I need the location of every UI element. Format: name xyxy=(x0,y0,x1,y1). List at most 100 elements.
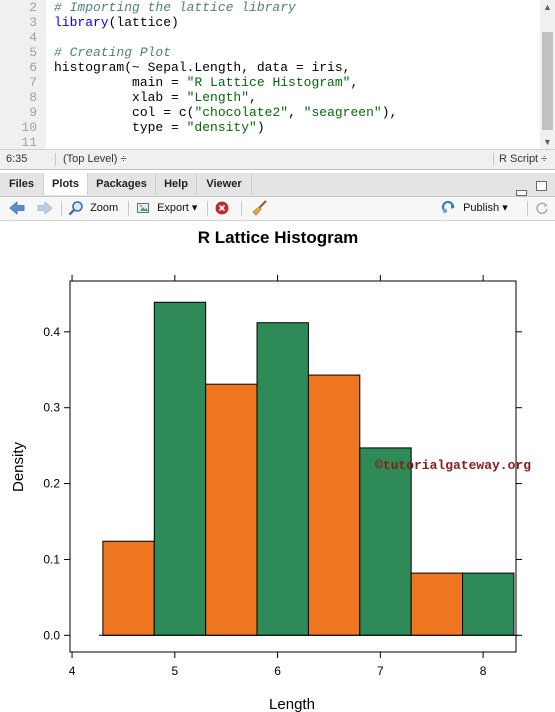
histogram-bar xyxy=(205,383,258,636)
code-line[interactable]: 5 # Creating Plot xyxy=(0,45,540,60)
code-line[interactable]: 7 main = "R Lattice Histogram", xyxy=(0,75,540,90)
code-token: "R Lattice Histogram" xyxy=(186,75,351,90)
chart-axes: 4 5 6 7 8 0.0 0.1 0.2 0.3 0.4 xyxy=(43,275,522,678)
line-number: 2 xyxy=(29,0,37,15)
code-token: "seagreen" xyxy=(303,105,382,120)
code-token: # Creating Plot xyxy=(54,45,172,60)
zoom-button[interactable]: Zoom xyxy=(68,197,118,220)
line-number: 3 xyxy=(29,15,37,30)
histogram-bars xyxy=(102,301,515,636)
line-number-gutter xyxy=(0,0,46,149)
cursor-position: 6:35 xyxy=(6,153,28,165)
tab-viewer[interactable]: Viewer xyxy=(197,173,252,195)
scrollbar-thumb[interactable] xyxy=(542,32,553,130)
line-number: 8 xyxy=(29,90,37,105)
code-line[interactable]: 2 # Importing the lattice library xyxy=(0,0,540,15)
maximize-pane-icon[interactable] xyxy=(536,181,547,191)
code-token: xlab = xyxy=(54,90,187,105)
code-editor[interactable]: 2 # Importing the lattice library 3 library… xyxy=(0,0,555,149)
zoom-label: Zoom xyxy=(90,202,119,214)
toolbar-divider xyxy=(61,201,62,216)
code-token: , xyxy=(350,75,359,90)
tab-help[interactable]: Help xyxy=(156,173,197,195)
code-text: # Importing the lattice library xyxy=(54,0,296,15)
toolbar-divider xyxy=(207,201,208,216)
publish-menu-button[interactable]: Publish ▾ xyxy=(441,197,508,220)
export-label: Export ▾ xyxy=(157,202,198,214)
editor-status-bar: 6:35 (Top Level) ÷ R Script ÷ xyxy=(0,149,555,170)
code-text: histogram(~ Sepal.Length, data = iris, xyxy=(54,60,350,75)
minimize-pane-icon[interactable] xyxy=(515,190,527,196)
code-text: library(lattice) xyxy=(54,15,179,30)
histogram-bar xyxy=(307,374,361,636)
x-tick-label: 6 xyxy=(274,664,281,678)
y-tick-label: 0.0 xyxy=(43,628,60,642)
x-tick-label: 8 xyxy=(480,664,487,678)
code-token: , xyxy=(249,90,257,105)
zoom-icon xyxy=(68,201,87,216)
y-tick-label: 0.1 xyxy=(43,552,60,566)
forward-arrow-icon[interactable] xyxy=(36,197,54,220)
scroll-up-icon[interactable]: ▲ xyxy=(543,2,552,12)
code-line[interactable]: 9 col = c("chocolate2", "seagreen"), xyxy=(0,105,540,120)
line-number: 5 xyxy=(29,45,37,60)
code-line[interactable]: 3 library(lattice) xyxy=(0,15,540,30)
line-number: 11 xyxy=(21,135,37,149)
code-line[interactable]: 11 xyxy=(0,135,540,149)
plot-panel-frame xyxy=(69,280,517,653)
code-token: col = c( xyxy=(54,105,195,120)
tab-files[interactable]: Files xyxy=(0,173,44,195)
x-tick-label: 5 xyxy=(171,664,178,678)
tab-packages[interactable]: Packages xyxy=(88,173,156,195)
toolbar-divider xyxy=(128,201,129,216)
editor-vertical-scrollbar[interactable]: ▲ ▼ xyxy=(540,0,555,149)
code-line[interactable]: 8 xlab = "Length", xyxy=(0,90,540,105)
y-axis-label: Density xyxy=(10,441,27,492)
scroll-down-icon[interactable]: ▼ xyxy=(543,137,552,147)
x-tick-label: 7 xyxy=(377,664,384,678)
code-line[interactable]: 4 xyxy=(0,30,540,45)
tab-plots[interactable]: Plots xyxy=(44,173,88,195)
line-number: 4 xyxy=(29,30,37,45)
pane-tab-bar: Files Plots Packages Help Viewer xyxy=(0,173,555,197)
remove-plot-button[interactable] xyxy=(215,197,229,220)
back-arrow-icon[interactable] xyxy=(8,197,26,220)
code-token: type = xyxy=(54,120,187,135)
export-menu-button[interactable]: Export ▾ xyxy=(136,197,197,220)
refresh-icon xyxy=(536,202,548,215)
file-type-selector[interactable]: R Script ÷ xyxy=(499,153,548,165)
watermark-text: ©tutorialgateway.org xyxy=(375,458,531,473)
scope-selector[interactable]: (Top Level) ÷ xyxy=(63,153,127,165)
code-text: col = c("chocolate2", "seagreen"), xyxy=(54,105,397,120)
publish-icon xyxy=(441,201,460,214)
code-token: library xyxy=(54,15,109,30)
broom-icon xyxy=(252,200,267,216)
line-number: 10 xyxy=(21,120,37,135)
clear-all-plots-button[interactable] xyxy=(251,197,269,220)
code-token: (lattice) xyxy=(108,15,179,30)
histogram-bar xyxy=(153,301,207,636)
code-line[interactable]: 6 histogram(~ Sepal.Length, data = iris, xyxy=(0,60,540,75)
code-line[interactable]: 10 type = "density") xyxy=(0,120,540,135)
x-tick-label: 4 xyxy=(69,664,76,678)
code-token: "chocolate2" xyxy=(194,105,289,120)
line-number: 7 xyxy=(29,75,37,90)
histogram-bar xyxy=(102,540,155,636)
histogram-bar xyxy=(359,447,412,636)
y-tick-label: 0.2 xyxy=(43,477,60,491)
lattice-histogram-chart: R Lattice Histogram 4 5 6 7 8 0.0 0.1 0.2 0.3 0.4… xyxy=(10,228,531,712)
code-text: xlab = "Length", xyxy=(54,90,257,105)
plots-toolbar: Zoom Export ▾ Publish ▾ xyxy=(0,197,555,221)
status-divider xyxy=(493,153,494,166)
refresh-plot-button[interactable] xyxy=(535,197,549,220)
code-token: main = xyxy=(54,75,187,90)
y-tick-label: 0.4 xyxy=(43,325,60,339)
toolbar-divider xyxy=(241,201,242,216)
code-token: # Importing the lattice library xyxy=(54,0,296,15)
code-text: # Creating Plot xyxy=(54,45,171,60)
publish-label: Publish ▾ xyxy=(463,202,508,214)
histogram-bar xyxy=(410,572,464,636)
chart-title: R Lattice Histogram xyxy=(198,228,359,247)
code-token: "density" xyxy=(186,120,257,135)
plot-viewer: R Lattice Histogram 4 5 6 7 8 0.0 0.1 0.2 0.3 0.4… xyxy=(0,221,555,712)
